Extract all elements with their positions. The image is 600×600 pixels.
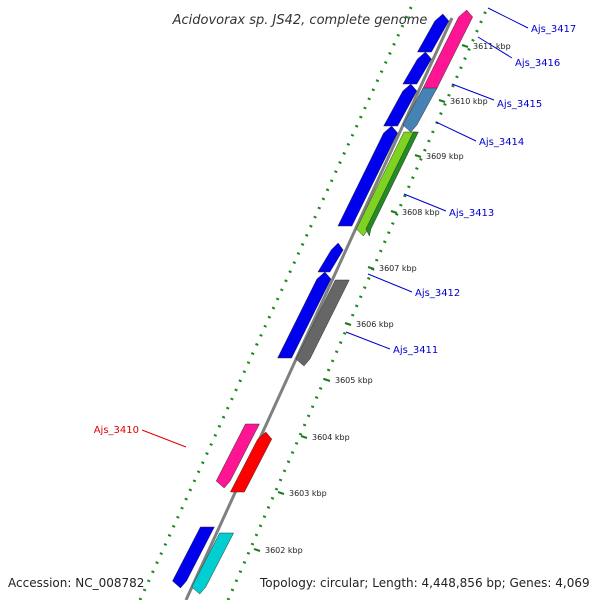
gene-feature-f7 [337, 125, 398, 227]
feature-group [172, 9, 473, 595]
tick-mark [277, 491, 285, 495]
accession-text: Accession: NC_008782 [8, 576, 144, 590]
tick-label: 3607 kbp [379, 264, 417, 273]
tick-label: 3609 kbp [426, 152, 464, 161]
backbone-group [184, 17, 454, 600]
tick-label: 3603 kbp [289, 489, 327, 498]
gene-label: Ajs_3414 [479, 137, 524, 148]
tick-mark [390, 210, 398, 214]
map-title: Acidovorax sp. JS42, complete genome [172, 13, 428, 28]
tick-group: 3602 kbp 3603 kbp 3604 kbp 3605 kbp 3606 kbp… [253, 42, 511, 555]
tick-label: 3608 kbp [402, 208, 440, 217]
gene-label: Ajs_3417 [531, 24, 576, 35]
tick-label: 3610 kbp [450, 97, 488, 106]
inner-dotted-ring [226, 5, 490, 600]
dotted-ring-group [138, 0, 490, 600]
gene-feature-f10 [317, 242, 344, 273]
leader-line [451, 83, 495, 101]
gene-feature-f6 [402, 87, 438, 133]
gene-feature-f11 [277, 271, 332, 359]
leader-line [435, 121, 477, 142]
gene-label: Ajs_3412 [415, 288, 460, 299]
tick-label: 3602 kbp [265, 546, 303, 555]
tick-label: 3611 kbp [473, 42, 511, 51]
tick-mark [414, 154, 422, 158]
gene-label: Ajs_3416 [515, 58, 560, 69]
tick-label: 3606 kbp [356, 320, 394, 329]
gene-feature-f9 [365, 131, 419, 237]
tick-mark [253, 548, 261, 552]
gene-feature-f15 [172, 526, 215, 589]
gene-feature-f3 [402, 51, 432, 85]
gene-feature-f1 [417, 13, 450, 53]
gene-label: Ajs_3415 [497, 99, 542, 110]
tick-mark [344, 322, 352, 326]
gene-feature-f13 [215, 423, 260, 489]
leader-line [345, 331, 391, 350]
leader-line [141, 429, 187, 448]
gene-feature-f16 [191, 532, 235, 595]
gene-label-group: Ajs_3417 Ajs_3416 Ajs_3415 Ajs_3414 Ajs_3413… [94, 24, 577, 436]
tick-label: 3604 kbp [312, 433, 350, 442]
topology-text: Topology: circular; Length: 4,448,856 bp… [259, 576, 590, 590]
gene-feature-f14 [229, 431, 273, 493]
leader-line [487, 7, 529, 29]
genome-backbone [184, 17, 454, 600]
tick-mark [367, 266, 375, 270]
gene-feature-f12 [295, 279, 350, 367]
leader-line-group [141, 7, 529, 448]
gene-label: Ajs_3410 [94, 425, 139, 436]
gene-label: Ajs_3413 [449, 208, 494, 219]
tick-label: 3605 kbp [335, 376, 373, 385]
tick-mark [461, 44, 469, 48]
outer-dotted-ring [138, 0, 416, 600]
tick-mark [438, 99, 446, 103]
gene-feature-f5 [383, 83, 418, 127]
leader-line [477, 36, 513, 59]
gene-label: Ajs_3411 [393, 345, 438, 356]
leader-line [403, 193, 447, 212]
tick-mark [323, 378, 331, 382]
leader-line [367, 273, 413, 293]
tick-mark [300, 435, 308, 439]
